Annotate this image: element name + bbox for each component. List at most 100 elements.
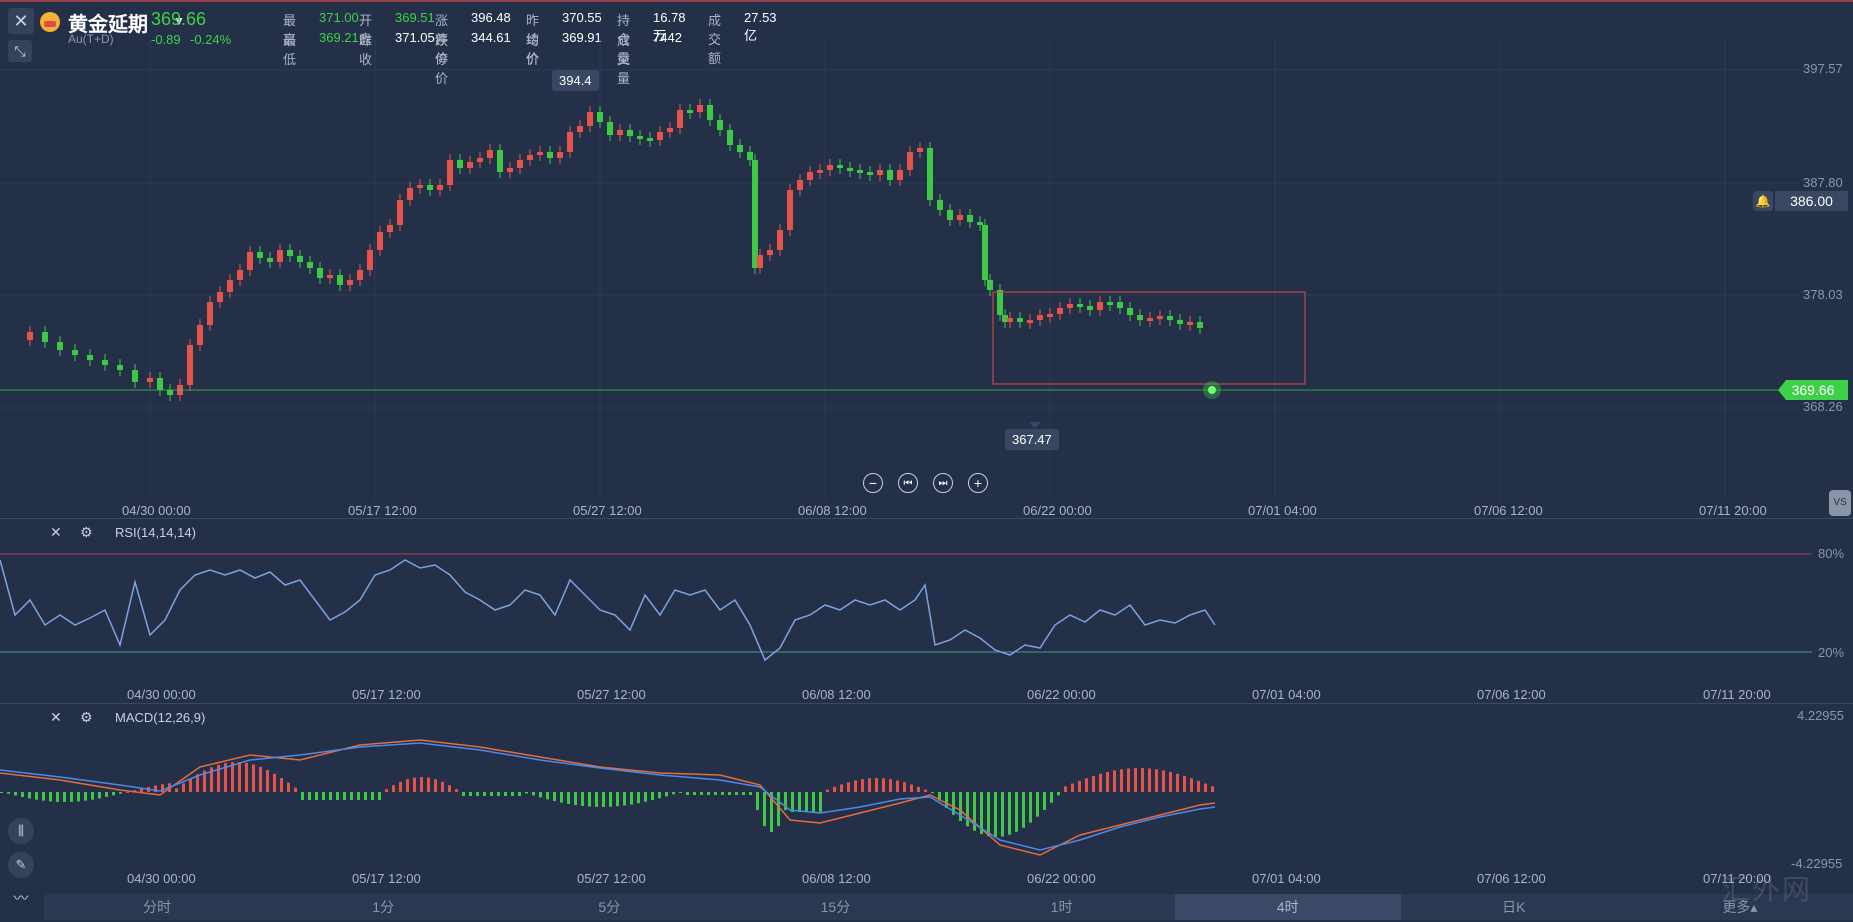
macd-histogram-bar [63, 792, 66, 802]
close-chart-button[interactable]: ✕ [8, 8, 34, 34]
candle [387, 225, 393, 232]
close-macd-icon[interactable]: ✕ [50, 709, 62, 725]
timeframe-tab[interactable]: 日K [1502, 899, 1526, 915]
price-alert-value[interactable]: 386.00 [1775, 191, 1848, 211]
timeframe-tab[interactable]: 15分 [820, 899, 851, 915]
stat-value: 396.48 [471, 10, 511, 25]
candle [597, 112, 603, 122]
macd-histogram-bar [308, 792, 311, 800]
macd-histogram-bar [1197, 780, 1200, 792]
candle [747, 152, 753, 160]
candle [727, 130, 733, 145]
macd-histogram-bar [378, 792, 381, 800]
candle [427, 185, 433, 190]
macd-histogram-bar [651, 792, 654, 801]
macd-histogram-bar [259, 766, 262, 792]
plus-icon: + [973, 475, 983, 491]
zoom-in-button[interactable]: + [968, 473, 988, 493]
macd-histogram-bar [329, 792, 332, 800]
macd-histogram-bar [245, 762, 248, 792]
timeframe-tabs: 分时 1分 5分 15分 1时 4时 日K 更多▴ [44, 894, 1853, 920]
macd-histogram-bar [1106, 771, 1109, 792]
macd-histogram-bar [770, 792, 773, 832]
macd-histogram-bar [294, 787, 297, 792]
candle [1047, 314, 1053, 317]
x-axis-label: 07/01 04:00 [1248, 503, 1317, 518]
candle [717, 120, 723, 130]
timeframe-tab[interactable]: 1分 [372, 899, 395, 915]
macd-histogram-bar [504, 792, 507, 796]
macd-histogram-bar [840, 784, 843, 792]
candle [997, 290, 1003, 315]
jump-end-button[interactable]: ⏭ [933, 473, 953, 493]
macd-histogram-bar [469, 792, 472, 796]
macd-histogram-bar [301, 792, 304, 800]
candle [377, 232, 383, 250]
instrument-dropdown-icon[interactable]: ▼ [173, 14, 185, 28]
stat-label: 成交量 [617, 33, 631, 86]
candle [957, 215, 963, 220]
shrink-button[interactable]: ⤡ [8, 40, 32, 62]
candle [72, 350, 78, 355]
macd-histogram-bar [539, 792, 542, 798]
macd-histogram-bar [1015, 792, 1018, 832]
price-alert-bell-icon[interactable]: 🔔 [1753, 191, 1773, 211]
high-marker: 394.4 [552, 70, 599, 91]
candle [347, 280, 353, 285]
stat-label: 跌停价 [435, 33, 449, 86]
candle [1057, 308, 1063, 314]
x-axis-label: 07/06 12:00 [1477, 871, 1546, 886]
timeframe-tab[interactable]: 分时 [143, 899, 172, 915]
macd-histogram-bar [231, 762, 234, 792]
macd-histogram-bar [1036, 792, 1039, 817]
compare-vs-button[interactable]: VS [1829, 490, 1851, 516]
indicator-tool-button[interactable]: ⫼ [8, 818, 34, 844]
minus-icon: − [868, 475, 878, 491]
jump-start-button[interactable]: ⏮ [898, 473, 918, 493]
macd-histogram-bar [1169, 771, 1172, 792]
candle [907, 152, 913, 170]
macd-chart[interactable] [0, 705, 1853, 890]
macd-histogram-bar [560, 792, 563, 803]
macd-histogram-bar [553, 792, 556, 802]
macd-histogram-bar [889, 779, 892, 792]
candle [1067, 304, 1073, 308]
macd-histogram-bar [826, 789, 829, 792]
timeframe-tab[interactable]: 4时 [1174, 894, 1401, 920]
stat-label: 持仓量 [617, 13, 631, 66]
candle [1147, 318, 1153, 321]
macd-histogram-bar [217, 764, 220, 792]
candlestick-chart[interactable] [0, 40, 1853, 520]
macd-histogram-bar [665, 792, 668, 797]
candle [257, 252, 263, 258]
macd-histogram-bar [84, 792, 87, 801]
y-axis-label: 368.26 [1803, 399, 1843, 414]
instrument-name[interactable]: 黄金延期 [68, 14, 148, 36]
close-rsi-icon[interactable]: ✕ [50, 524, 62, 540]
candle [1017, 318, 1023, 322]
rsi-chart[interactable] [0, 520, 1853, 695]
macd-histogram-bar [364, 792, 367, 800]
zoom-out-button[interactable]: − [863, 473, 883, 493]
macd-histogram-bar [1127, 768, 1130, 792]
timeframe-tab[interactable]: 更多▴ [1722, 899, 1758, 915]
candle [787, 190, 793, 230]
timeframe-tab[interactable]: 1时 [1050, 899, 1073, 915]
shrink-icon: ⤡ [14, 42, 26, 59]
macd-histogram-bar [693, 792, 696, 795]
macd-histogram-bar [602, 792, 605, 807]
macd-histogram-bar [392, 785, 395, 792]
candle [327, 275, 333, 278]
timeframe-tab[interactable]: 5分 [598, 899, 621, 915]
macd-histogram-bar [574, 792, 577, 806]
macd-histogram-bar [616, 792, 619, 807]
draw-tool-button[interactable]: ✎ [8, 852, 34, 878]
chart-type-button[interactable]: 〰 [8, 886, 34, 912]
macd-settings-gear-icon[interactable]: ⚙ [80, 709, 93, 725]
macd-histogram-bar [812, 792, 815, 812]
candle [207, 302, 213, 325]
candle [337, 275, 343, 285]
candle [287, 250, 293, 256]
macd-histogram-bar [805, 792, 808, 812]
rsi-settings-gear-icon[interactable]: ⚙ [80, 524, 93, 540]
